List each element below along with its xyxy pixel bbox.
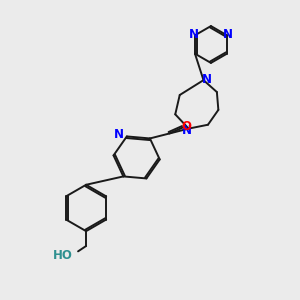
Text: HO: HO (53, 249, 73, 262)
Text: N: N (188, 28, 199, 41)
Text: O: O (182, 121, 191, 134)
Text: N: N (202, 73, 212, 86)
Text: N: N (223, 28, 233, 41)
Text: N: N (182, 124, 192, 137)
Text: N: N (114, 128, 124, 141)
